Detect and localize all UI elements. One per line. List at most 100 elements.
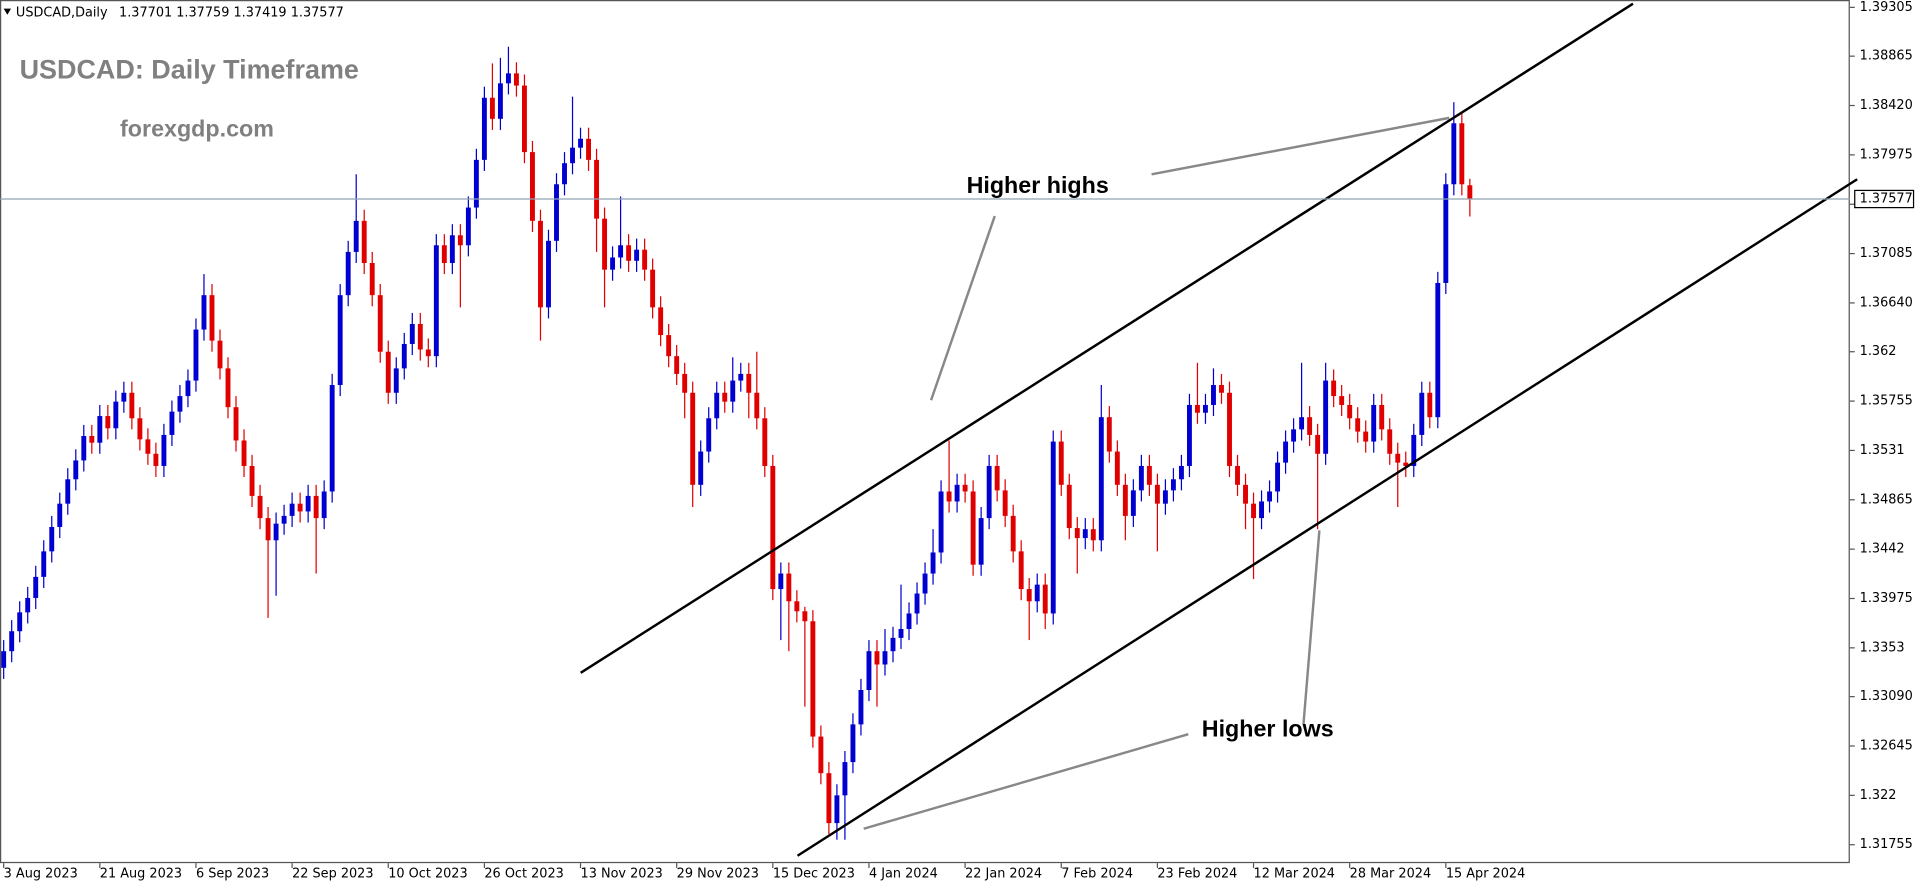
y-tick-label: 1.38865 — [1860, 49, 1913, 64]
candle-body — [1259, 501, 1264, 519]
candle-body — [1154, 484, 1160, 504]
candle-body — [682, 373, 688, 393]
candle-body — [810, 621, 816, 737]
y-tick-label: 1.362 — [1860, 344, 1897, 359]
y-tick-label: 1.32645 — [1860, 738, 1913, 753]
x-tick-label: 13 Nov 2023 — [581, 867, 663, 882]
candle-body — [289, 503, 295, 516]
candle-body — [1443, 184, 1449, 283]
candle-body — [986, 465, 992, 519]
candle-body — [481, 97, 487, 160]
candle-body — [794, 601, 800, 612]
candle-body — [1082, 529, 1088, 539]
candle-body — [305, 495, 311, 512]
candle-body — [1291, 429, 1297, 442]
candle-body — [401, 343, 407, 369]
candle-body — [1058, 441, 1064, 485]
candle-body — [746, 373, 752, 393]
candle-body — [257, 495, 263, 519]
candle-body — [273, 523, 279, 541]
candle-body — [81, 436, 87, 461]
x-tick-label: 3 Aug 2023 — [4, 867, 78, 882]
candle-body — [1339, 396, 1345, 405]
x-tick-label: 22 Sep 2023 — [292, 867, 373, 882]
candle-body — [1267, 491, 1273, 502]
candle-body — [225, 368, 231, 408]
candle-body — [281, 515, 287, 524]
candle-body — [1363, 431, 1369, 442]
candle-body — [1130, 490, 1136, 516]
candle-body — [1323, 380, 1329, 454]
candle-body — [1411, 434, 1417, 466]
candle-body — [185, 380, 191, 397]
candle-body — [994, 465, 1000, 491]
candle-body — [465, 207, 471, 246]
plot-frame — [0, 0, 1850, 864]
y-tick-label: 1.38420 — [1860, 98, 1913, 113]
x-tick-label: 12 Mar 2024 — [1254, 867, 1335, 882]
candle-body — [33, 576, 39, 598]
current-price-box — [1854, 189, 1915, 209]
header-open: 1.37701 — [119, 5, 172, 20]
candle-body — [241, 440, 247, 466]
x-tick-label: 4 Jan 2024 — [869, 867, 938, 882]
candle-body — [714, 392, 720, 419]
candle-body — [1243, 484, 1248, 504]
candle-body — [1018, 551, 1024, 590]
candle-body — [770, 465, 776, 590]
candle-body — [1419, 392, 1425, 435]
candle-body — [521, 85, 527, 153]
candle-body — [1379, 404, 1385, 430]
x-tick-label: 6 Sep 2023 — [196, 867, 269, 882]
candle-body — [329, 385, 335, 492]
lower-channel-line — [796, 178, 1858, 857]
candle-body — [1331, 380, 1337, 397]
candle-body — [618, 245, 624, 258]
candle-body — [962, 484, 968, 492]
candle-body — [826, 773, 832, 824]
candle-body — [497, 83, 503, 119]
candle-body — [1211, 385, 1216, 405]
candle-body — [938, 491, 944, 553]
candle-body — [530, 152, 535, 221]
x-tick-label: 22 Jan 2024 — [965, 867, 1042, 882]
watermark: forexgdp.com — [120, 115, 274, 141]
header-info: USDCAD,Daily 1.37701 1.37759 1.37419 1.3… — [16, 5, 344, 20]
candle-body — [1090, 529, 1096, 541]
candle-body — [353, 220, 359, 252]
candle-body — [626, 245, 632, 261]
candle-body — [1106, 417, 1112, 452]
candle-body — [730, 380, 736, 402]
candle-body — [866, 651, 872, 690]
candle-body — [834, 795, 840, 824]
candle-body — [385, 351, 391, 393]
candle-body — [586, 138, 591, 160]
candle-body — [1026, 589, 1032, 602]
candle-body — [1371, 404, 1377, 442]
candle-body — [1162, 490, 1168, 504]
candle-body — [1467, 185, 1473, 200]
candle-body — [1403, 462, 1409, 466]
candle-body — [1186, 404, 1192, 466]
candle-body — [313, 495, 319, 519]
menu-icon — [3, 8, 12, 15]
y-tick-label: 1.35755 — [1860, 394, 1913, 409]
x-tick-label: 15 Dec 2023 — [773, 867, 855, 882]
upper-channel-line — [580, 2, 1634, 674]
candle-body — [513, 73, 519, 86]
candle-body — [145, 439, 151, 454]
candle-body — [129, 392, 135, 419]
candle-body — [249, 465, 255, 496]
candle-body — [842, 762, 848, 796]
candle-body — [25, 597, 31, 613]
candle-body — [425, 349, 431, 357]
candle-body — [121, 392, 127, 402]
candle-body — [1002, 490, 1008, 516]
y-tick-label: 1.33090 — [1860, 689, 1913, 704]
y-tick-label: 1.39305 — [1860, 0, 1913, 15]
candle-body — [233, 407, 239, 441]
candle-body — [1219, 385, 1224, 393]
candle-body — [1227, 392, 1232, 466]
candle-body — [105, 416, 111, 429]
